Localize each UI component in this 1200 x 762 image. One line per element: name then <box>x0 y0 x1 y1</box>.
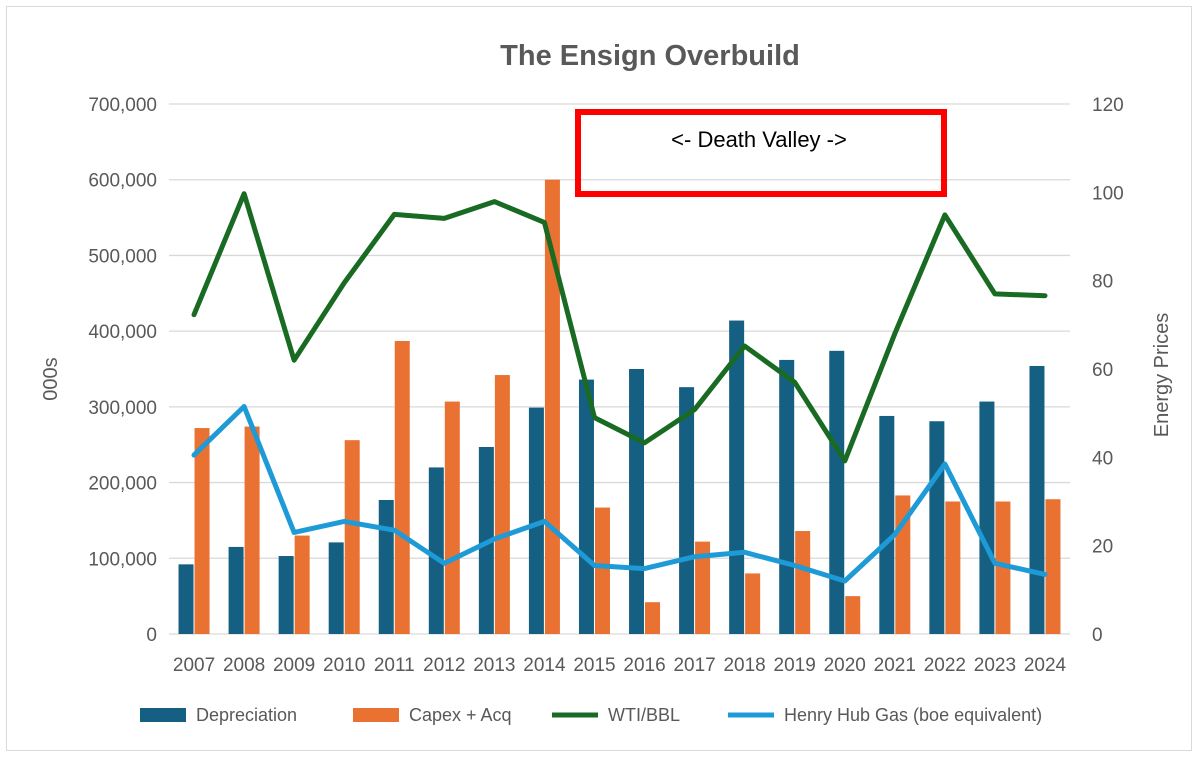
bar-capex-acq <box>544 179 560 634</box>
gridlines <box>169 103 1070 635</box>
x-tick-label: 2011 <box>374 655 415 676</box>
legend-label-wti-bbl: WTI/BBL <box>608 705 680 725</box>
y2-tick-label: 80 <box>1092 272 1113 293</box>
bar-depreciation <box>428 467 444 634</box>
bar-depreciation <box>378 499 394 634</box>
bar-depreciation <box>829 350 845 634</box>
x-tick-label: 2012 <box>423 655 465 676</box>
x-tick-label: 2018 <box>723 655 765 676</box>
y2-tick-label: 40 <box>1092 448 1113 469</box>
y2-tick-label: 120 <box>1092 95 1124 116</box>
bar-depreciation <box>1029 365 1045 634</box>
line-series <box>191 191 1048 584</box>
y-tick-label: 200,000 <box>88 474 157 495</box>
bar-capex-acq <box>695 541 711 634</box>
legend-label-capex-acq: Capex + Acq <box>409 705 512 725</box>
bar-capex-acq <box>244 426 260 634</box>
legend-swatch-depreciation <box>140 708 186 722</box>
y-tick-label: 400,000 <box>88 322 157 343</box>
annotation-text: <- Death Valley -> <box>671 127 847 152</box>
y-tick-label: 500,000 <box>88 246 157 267</box>
x-tick-label: 2024 <box>1024 655 1067 676</box>
legend: Depreciation Capex + Acq WTI/BBL Henry Hub … <box>140 705 1042 725</box>
legend-swatch-capex-acq <box>353 708 399 722</box>
x-tick-label: 2023 <box>974 655 1016 676</box>
chart-title: The Ensign Overbuild <box>500 40 800 72</box>
y-axis-right: 0 20 40 60 80 100 120 <box>1092 95 1124 646</box>
bar-capex-acq <box>194 428 210 634</box>
bar-capex-acq <box>1045 499 1061 634</box>
x-tick-label: 2009 <box>273 655 315 676</box>
bar-depreciation <box>278 556 294 634</box>
y-tick-label: 100,000 <box>88 549 157 570</box>
y-tick-label: 300,000 <box>88 398 157 419</box>
x-tick-label: 2019 <box>774 655 816 676</box>
bar-depreciation <box>178 564 194 634</box>
line-wti-bbl <box>191 191 1048 464</box>
y2-axis-title: Energy Prices <box>1151 313 1173 438</box>
bar-capex-acq <box>394 340 410 634</box>
x-tick-label: 2015 <box>573 655 615 676</box>
bar-capex-acq <box>795 531 811 634</box>
bar-capex-acq <box>995 501 1011 634</box>
chart: 0 100,000 200,000 300,000 400,000 500,000 600,… <box>40 40 1173 725</box>
x-axis: 2007 2008 2009 2010 2011 2012 2013 2014 2015 2016… <box>173 655 1067 676</box>
bar-depreciation <box>679 387 695 634</box>
y-tick-label: 700,000 <box>88 95 157 116</box>
bar-capex-acq <box>494 375 510 634</box>
chart-frame: 0 100,000 200,000 300,000 400,000 500,000 600,… <box>6 6 1192 751</box>
bar-capex-acq <box>594 507 610 634</box>
y-axis-title: 000s <box>40 357 62 400</box>
y2-tick-label: 0 <box>1092 625 1103 646</box>
x-tick-label: 2007 <box>173 655 215 676</box>
bar-capex-acq <box>645 602 661 634</box>
x-tick-label: 2020 <box>824 655 866 676</box>
bar-capex-acq <box>845 596 861 634</box>
bar-depreciation <box>879 415 895 634</box>
y-tick-label: 0 <box>146 625 157 646</box>
legend-label-depreciation: Depreciation <box>196 705 297 725</box>
x-tick-label: 2021 <box>874 655 916 676</box>
legend-label-henry-hub-gas-boe-equivalent: Henry Hub Gas (boe equivalent) <box>784 705 1042 725</box>
x-tick-label: 2010 <box>323 655 365 676</box>
bar-depreciation <box>729 320 745 634</box>
bar-depreciation <box>979 401 995 634</box>
death-valley-annotation: <- Death Valley -> <box>575 109 947 197</box>
x-tick-label: 2013 <box>473 655 515 676</box>
annotation-box <box>575 109 947 197</box>
bar-capex-acq <box>945 501 961 634</box>
bar-capex-acq <box>294 535 310 634</box>
bar-capex-acq <box>745 573 761 634</box>
bar-depreciation <box>629 369 645 634</box>
bar-depreciation <box>929 421 945 634</box>
y2-tick-label: 60 <box>1092 360 1113 381</box>
y2-tick-label: 100 <box>1092 183 1124 204</box>
y-axis-left: 0 100,000 200,000 300,000 400,000 500,000 600,… <box>88 95 157 646</box>
x-tick-label: 2017 <box>673 655 715 676</box>
x-tick-label: 2016 <box>623 655 665 676</box>
bar-depreciation <box>779 359 795 634</box>
bar-depreciation <box>328 542 344 634</box>
line-henry-hub-gas-boe-equivalent <box>191 404 1048 584</box>
x-tick-label: 2022 <box>924 655 966 676</box>
bar-depreciation <box>528 407 544 634</box>
y2-tick-label: 20 <box>1092 537 1113 558</box>
bar-capex-acq <box>344 440 360 634</box>
bar-depreciation <box>228 546 244 634</box>
bar-depreciation <box>578 379 594 634</box>
bar-capex-acq <box>444 401 460 634</box>
y-tick-label: 600,000 <box>88 171 157 192</box>
x-tick-label: 2008 <box>223 655 265 676</box>
x-tick-label: 2014 <box>523 655 566 676</box>
